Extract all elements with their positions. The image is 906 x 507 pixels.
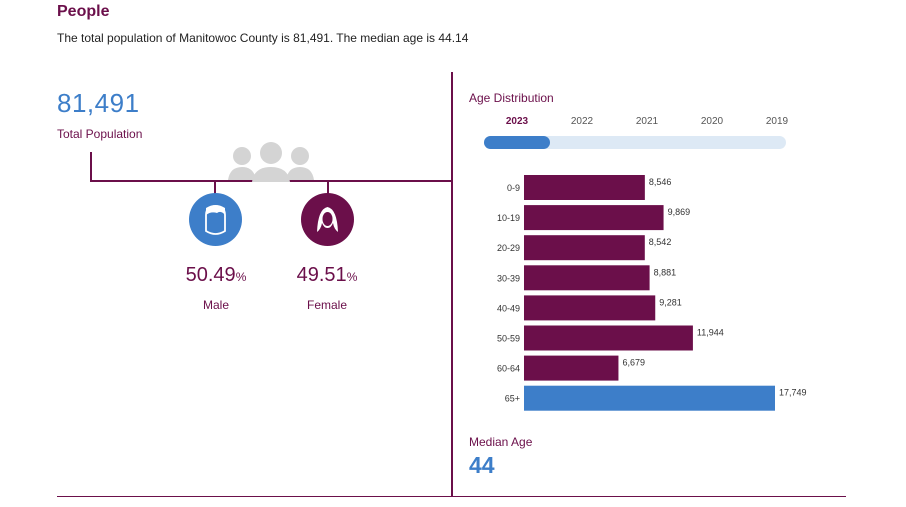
bar-value-label: 8,881 xyxy=(654,267,677,277)
total-population-value: 81,491 xyxy=(57,88,140,118)
female-icon xyxy=(317,207,338,232)
age-bar-60-64[interactable] xyxy=(524,355,619,381)
bar-category-label: 30-39 xyxy=(497,273,520,283)
bar-value-label: 17,749 xyxy=(779,388,807,398)
median-age-value: 44 xyxy=(469,452,495,478)
bar-value-label: 9,281 xyxy=(659,297,682,307)
bar-category-label: 20-29 xyxy=(497,243,520,253)
female-avatar-circle xyxy=(301,193,354,246)
age-bar-30-39[interactable] xyxy=(524,265,650,291)
bar-value-label: 6,679 xyxy=(622,358,645,368)
tree-connector-stem xyxy=(90,152,92,181)
population-summary: The total population of Manitowoc County… xyxy=(57,31,469,45)
year-tab-2019[interactable]: 2019 xyxy=(765,116,789,127)
bar-value-label: 8,546 xyxy=(649,177,672,187)
female-percentage: 49.51% xyxy=(296,264,358,286)
age-bar-40-49[interactable] xyxy=(524,295,656,321)
year-tab-2023[interactable]: 2023 xyxy=(505,116,529,127)
male-icon xyxy=(205,205,226,235)
total-population-label: Total Population xyxy=(57,127,143,141)
bar-value-label: 8,542 xyxy=(649,237,672,247)
age-distribution-chart: 0-9 8,546 10-19 9,869 20-29 8,542 30-39 8,881 40… xyxy=(497,175,807,411)
male-percentage: 50.49% xyxy=(185,264,247,286)
year-tab-2021[interactable]: 2021 xyxy=(635,116,659,127)
female-label: Female xyxy=(306,298,347,312)
people-group-icon xyxy=(228,142,314,182)
bar-value-label: 9,869 xyxy=(668,207,691,217)
bar-value-label: 11,944 xyxy=(697,328,724,338)
year-tab-2020[interactable]: 2020 xyxy=(700,116,724,127)
tree-connector-female xyxy=(327,180,329,194)
bar-category-label: 10-19 xyxy=(497,213,520,223)
bar-category-label: 40-49 xyxy=(497,303,520,313)
bar-category-label: 65+ xyxy=(505,394,520,404)
section-divider xyxy=(451,72,453,497)
bottom-rule xyxy=(57,496,846,497)
bar-category-label: 0-9 xyxy=(507,183,520,193)
male-avatar-circle xyxy=(189,193,242,246)
tree-connector-male xyxy=(214,180,216,194)
bar-category-label: 50-59 xyxy=(497,334,520,344)
age-bar-20-29[interactable] xyxy=(524,235,645,261)
year-slider-fill[interactable] xyxy=(484,136,550,149)
age-bar-50-59[interactable] xyxy=(524,325,693,351)
age-bar-65+[interactable] xyxy=(524,385,775,411)
age-distribution-title: Age Distribution xyxy=(469,91,554,105)
year-tab-2022[interactable]: 2022 xyxy=(570,116,594,127)
year-slider[interactable] xyxy=(484,136,786,149)
age-bar-10-19[interactable] xyxy=(524,205,664,231)
section-title: People xyxy=(57,3,110,20)
age-bar-0-9[interactable] xyxy=(524,175,645,200)
male-label: Male xyxy=(202,298,229,312)
bar-category-label: 60-64 xyxy=(497,364,520,374)
median-age-label: Median Age xyxy=(469,435,533,449)
